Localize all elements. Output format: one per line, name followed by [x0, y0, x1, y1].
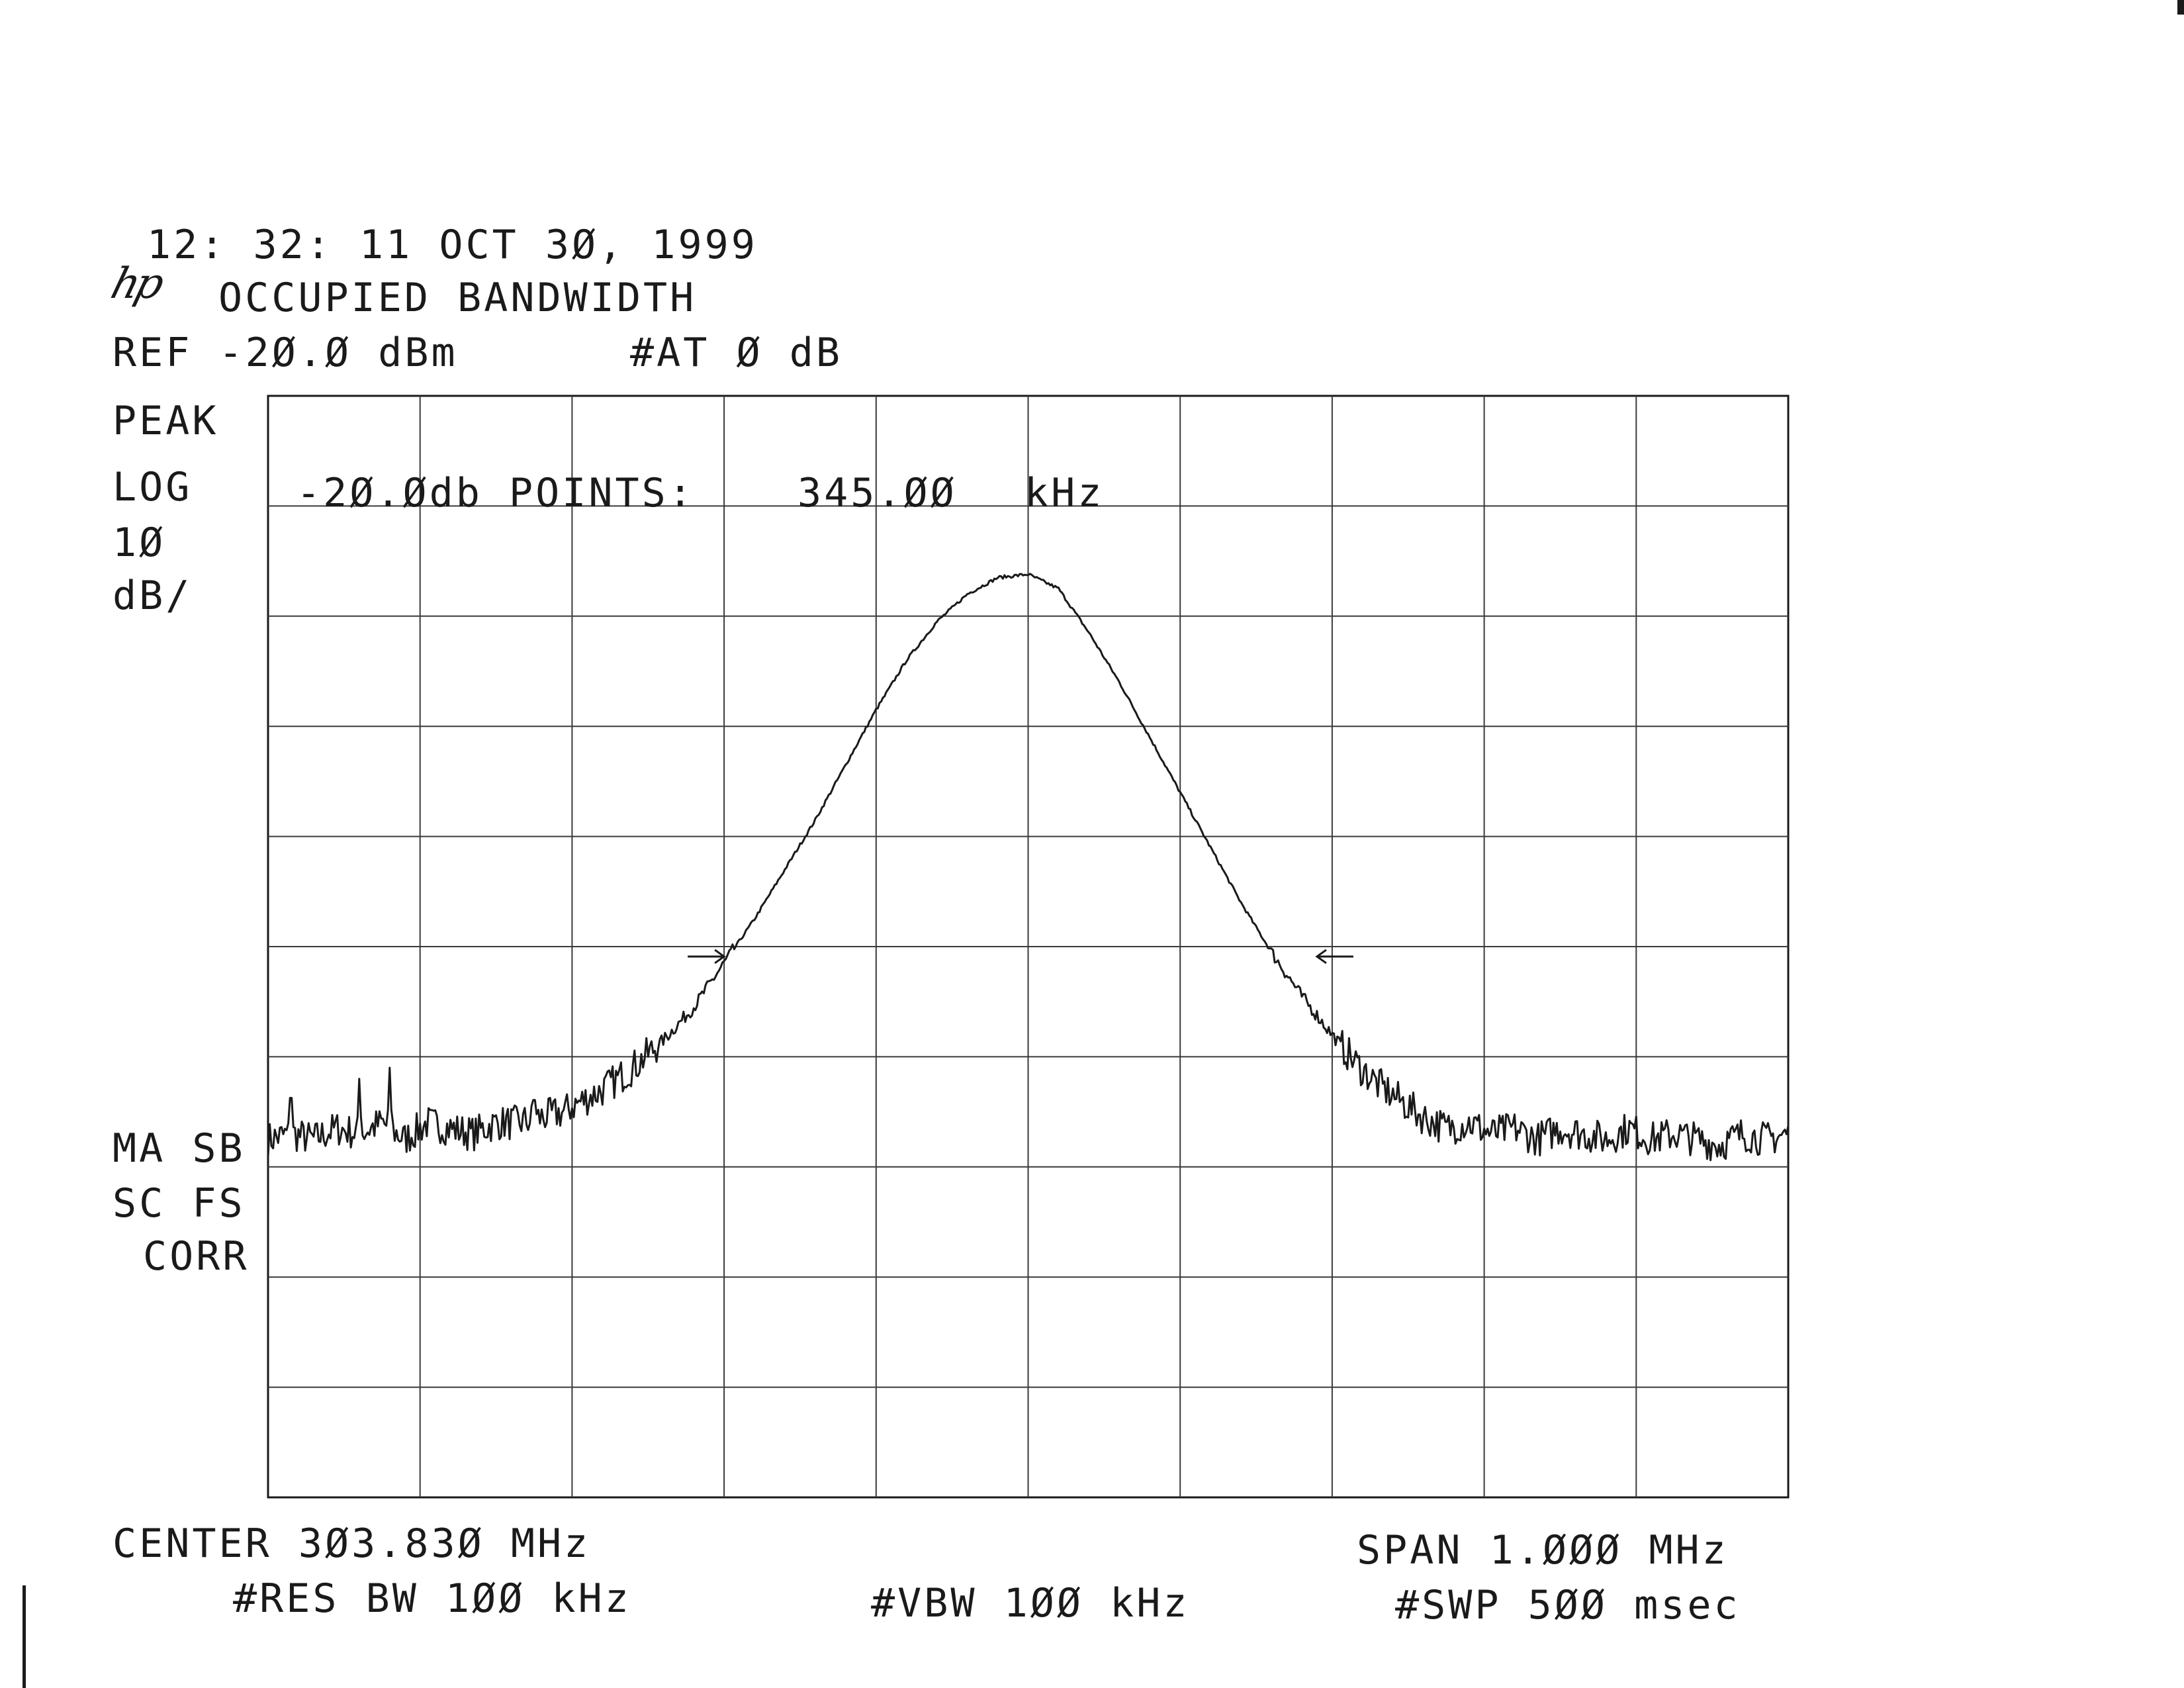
detector-label: PEAK	[113, 398, 219, 444]
measurement-label: -2Ø.Ødb POINTS:	[296, 470, 695, 516]
attenuation: #AT Ø dB	[630, 330, 842, 376]
resolution-bandwidth: #RES BW 1ØØ kHz	[233, 1575, 631, 1622]
center-frequency: CENTER 3Ø3.83Ø MHz	[113, 1521, 591, 1567]
scan-edge-mark	[23, 1585, 26, 1688]
spectrum-trace	[267, 573, 1790, 1162]
scale-value-label: 1Ø	[113, 520, 166, 566]
flags-line-1: MA SB	[113, 1125, 246, 1172]
video-bandwidth: #VBW 1ØØ kHz	[871, 1580, 1190, 1626]
ref-level: REF -2Ø.Ø dBm	[113, 330, 458, 376]
scan-corner-mark	[2177, 0, 2184, 15]
flags-line-3: CORR	[143, 1233, 250, 1280]
sweep-time: #SWP 5ØØ msec	[1395, 1582, 1741, 1628]
timestamp: 12: 32: 11 OCT 3Ø, 1999	[147, 222, 758, 268]
upper-marker-arrow	[1315, 949, 1353, 964]
lower-marker-arrow	[688, 949, 726, 964]
measurement-unit: kHz	[1024, 470, 1105, 516]
flags-line-2: SC FS	[113, 1180, 246, 1227]
scale-type-label: LOG	[113, 464, 193, 510]
graticule	[267, 395, 1790, 1499]
marker-layer	[688, 949, 1353, 964]
measurement-value: 345.ØØ	[797, 470, 957, 516]
span: SPAN 1.ØØØ MHz	[1357, 1527, 1729, 1573]
scale-unit-label: dB/	[113, 573, 193, 619]
mode-title: OCCUPIED BANDWIDTH	[218, 275, 697, 321]
trace-layer	[267, 573, 1790, 1162]
